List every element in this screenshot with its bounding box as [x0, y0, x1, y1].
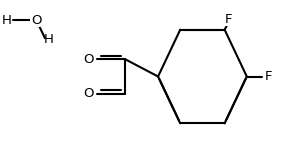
Text: F: F: [225, 13, 233, 26]
Text: H: H: [1, 14, 11, 27]
Text: O: O: [83, 87, 94, 100]
Text: O: O: [31, 14, 42, 27]
Text: O: O: [83, 53, 94, 66]
Text: F: F: [265, 70, 272, 83]
Text: H: H: [44, 33, 53, 46]
